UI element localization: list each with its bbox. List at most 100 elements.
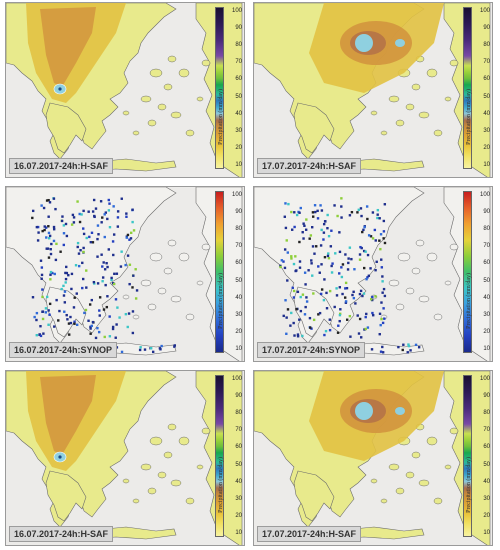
station-marker — [370, 348, 374, 351]
station-marker — [44, 307, 48, 310]
station-marker — [134, 297, 138, 300]
colorbar — [215, 191, 224, 353]
station-marker — [323, 278, 326, 281]
station-marker — [317, 265, 320, 268]
colorbar-tick-label: 80 — [483, 410, 490, 417]
station-marker — [60, 287, 63, 291]
station-marker — [128, 263, 132, 266]
station-marker — [71, 213, 75, 217]
station-marker — [85, 269, 88, 272]
island — [444, 280, 452, 286]
station-marker — [66, 318, 69, 321]
station-marker — [366, 217, 369, 221]
station-marker — [339, 308, 342, 311]
station-marker — [134, 268, 137, 271]
station-marker — [338, 286, 342, 289]
station-marker — [298, 318, 301, 321]
island — [147, 119, 157, 127]
precip-core — [355, 402, 373, 420]
station-marker — [114, 298, 118, 301]
island — [411, 267, 421, 275]
station-marker — [90, 298, 94, 302]
station-marker — [82, 232, 86, 236]
station-marker — [340, 205, 343, 208]
island — [201, 427, 211, 435]
station-marker — [379, 247, 382, 251]
station-marker — [284, 226, 288, 230]
station-marker — [295, 308, 298, 311]
colorbar-tick-label: 30 — [235, 311, 242, 318]
colorbar-tick-label: 50 — [235, 461, 242, 468]
island — [380, 130, 388, 136]
station-marker — [44, 311, 48, 314]
station-marker — [371, 211, 375, 214]
station-marker — [327, 234, 331, 238]
station-marker — [111, 325, 115, 329]
station-marker — [360, 214, 363, 218]
station-marker — [328, 289, 332, 293]
station-marker — [379, 323, 382, 327]
station-marker — [52, 239, 56, 243]
station-marker — [362, 292, 366, 295]
station-marker — [322, 238, 325, 241]
station-marker — [83, 311, 86, 315]
station-marker — [45, 247, 48, 250]
station-marker — [376, 216, 379, 220]
station-marker — [93, 282, 96, 285]
station-marker — [69, 315, 72, 319]
colorbar-tick-label: 30 — [235, 127, 242, 134]
station-marker — [286, 308, 290, 311]
island — [395, 487, 405, 495]
colorbar-tick-label: 30 — [483, 311, 490, 318]
station-marker — [112, 205, 115, 208]
station-marker — [340, 197, 343, 200]
station-marker — [324, 220, 327, 223]
station-marker — [397, 345, 400, 349]
station-marker — [87, 319, 90, 322]
colorbar-tick-label: 10 — [235, 530, 242, 536]
station-marker — [298, 240, 301, 244]
station-marker — [369, 298, 373, 301]
colorbar-tick-label: 40 — [483, 478, 490, 485]
station-marker — [78, 220, 82, 224]
station-marker — [53, 272, 56, 276]
station-marker — [40, 273, 44, 277]
station-marker — [327, 257, 331, 260]
station-marker — [311, 215, 315, 218]
station-marker — [68, 333, 71, 336]
station-marker — [304, 228, 308, 231]
station-marker — [316, 209, 319, 213]
station-marker — [65, 271, 69, 275]
station-marker — [65, 234, 69, 238]
station-marker — [287, 202, 290, 206]
colorbar-tick-label: 20 — [235, 144, 242, 151]
precip-core — [395, 39, 405, 47]
station-marker — [290, 311, 293, 315]
station-marker — [58, 309, 61, 313]
colorbar — [463, 191, 472, 353]
station-marker — [106, 295, 109, 298]
station-marker — [76, 241, 80, 245]
station-marker — [94, 207, 98, 210]
station-marker — [322, 231, 326, 234]
station-marker — [98, 314, 101, 317]
station-marker — [118, 316, 121, 319]
station-marker — [381, 291, 384, 294]
panel-label: 16.07.2017-24h:H-SAF — [9, 158, 114, 174]
colorbar — [215, 7, 224, 169]
station-marker — [290, 255, 293, 258]
station-marker — [63, 290, 67, 293]
colorbar-ticks: 100 90 80 70 60 50 40 30 20 10 — [225, 7, 242, 169]
colorbar-tick-label: 70 — [483, 427, 490, 434]
station-marker — [65, 265, 68, 269]
station-marker — [129, 231, 133, 235]
station-marker — [42, 206, 46, 210]
island — [147, 487, 157, 495]
station-marker — [39, 334, 43, 338]
station-marker — [70, 272, 74, 276]
colorbar-tick-label: 10 — [483, 162, 490, 168]
station-marker — [55, 242, 58, 246]
station-marker — [119, 265, 123, 268]
land-peloponnese — [45, 102, 87, 154]
station-marker — [347, 257, 350, 260]
